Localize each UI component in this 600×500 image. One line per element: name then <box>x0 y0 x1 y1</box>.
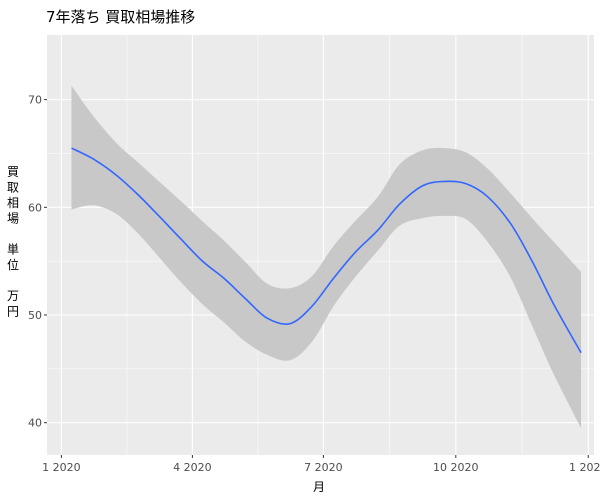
y-axis-title-char: 取 <box>7 181 19 195</box>
y-axis-title-char: 買 <box>7 165 19 179</box>
y-axis-title-char: 万 <box>7 289 19 303</box>
chart-title: 7年落ち 買取相場推移 <box>46 8 195 26</box>
y-tick-label: 60 <box>28 201 42 214</box>
y-axis-title-char: 相 <box>7 196 19 210</box>
x-tick-label: 7 2020 <box>304 461 343 474</box>
y-axis-title-char: 単 <box>7 243 19 257</box>
tick-labels: 1 2020 4 2020 7 2020 10 2020 1 2021 40 50 60 70 <box>28 94 600 474</box>
y-axis-title-char: 場 <box>7 212 19 226</box>
x-tick-label: 4 2020 <box>173 461 212 474</box>
x-tick-label: 1 2021 <box>569 461 600 474</box>
y-tick-label: 50 <box>28 309 42 322</box>
axis-ticks <box>44 99 589 458</box>
y-tick-label: 40 <box>28 417 42 430</box>
x-tick-label: 1 2020 <box>42 461 81 474</box>
x-axis-title: 月 <box>313 480 325 494</box>
x-tick-label: 10 2020 <box>433 461 479 474</box>
y-tick-label: 70 <box>28 94 42 107</box>
trend-line <box>71 147 582 354</box>
confidence-band <box>71 85 582 429</box>
y-axis-title-char: 円 <box>7 305 19 319</box>
y-axis-title-char: 位 <box>7 257 19 272</box>
